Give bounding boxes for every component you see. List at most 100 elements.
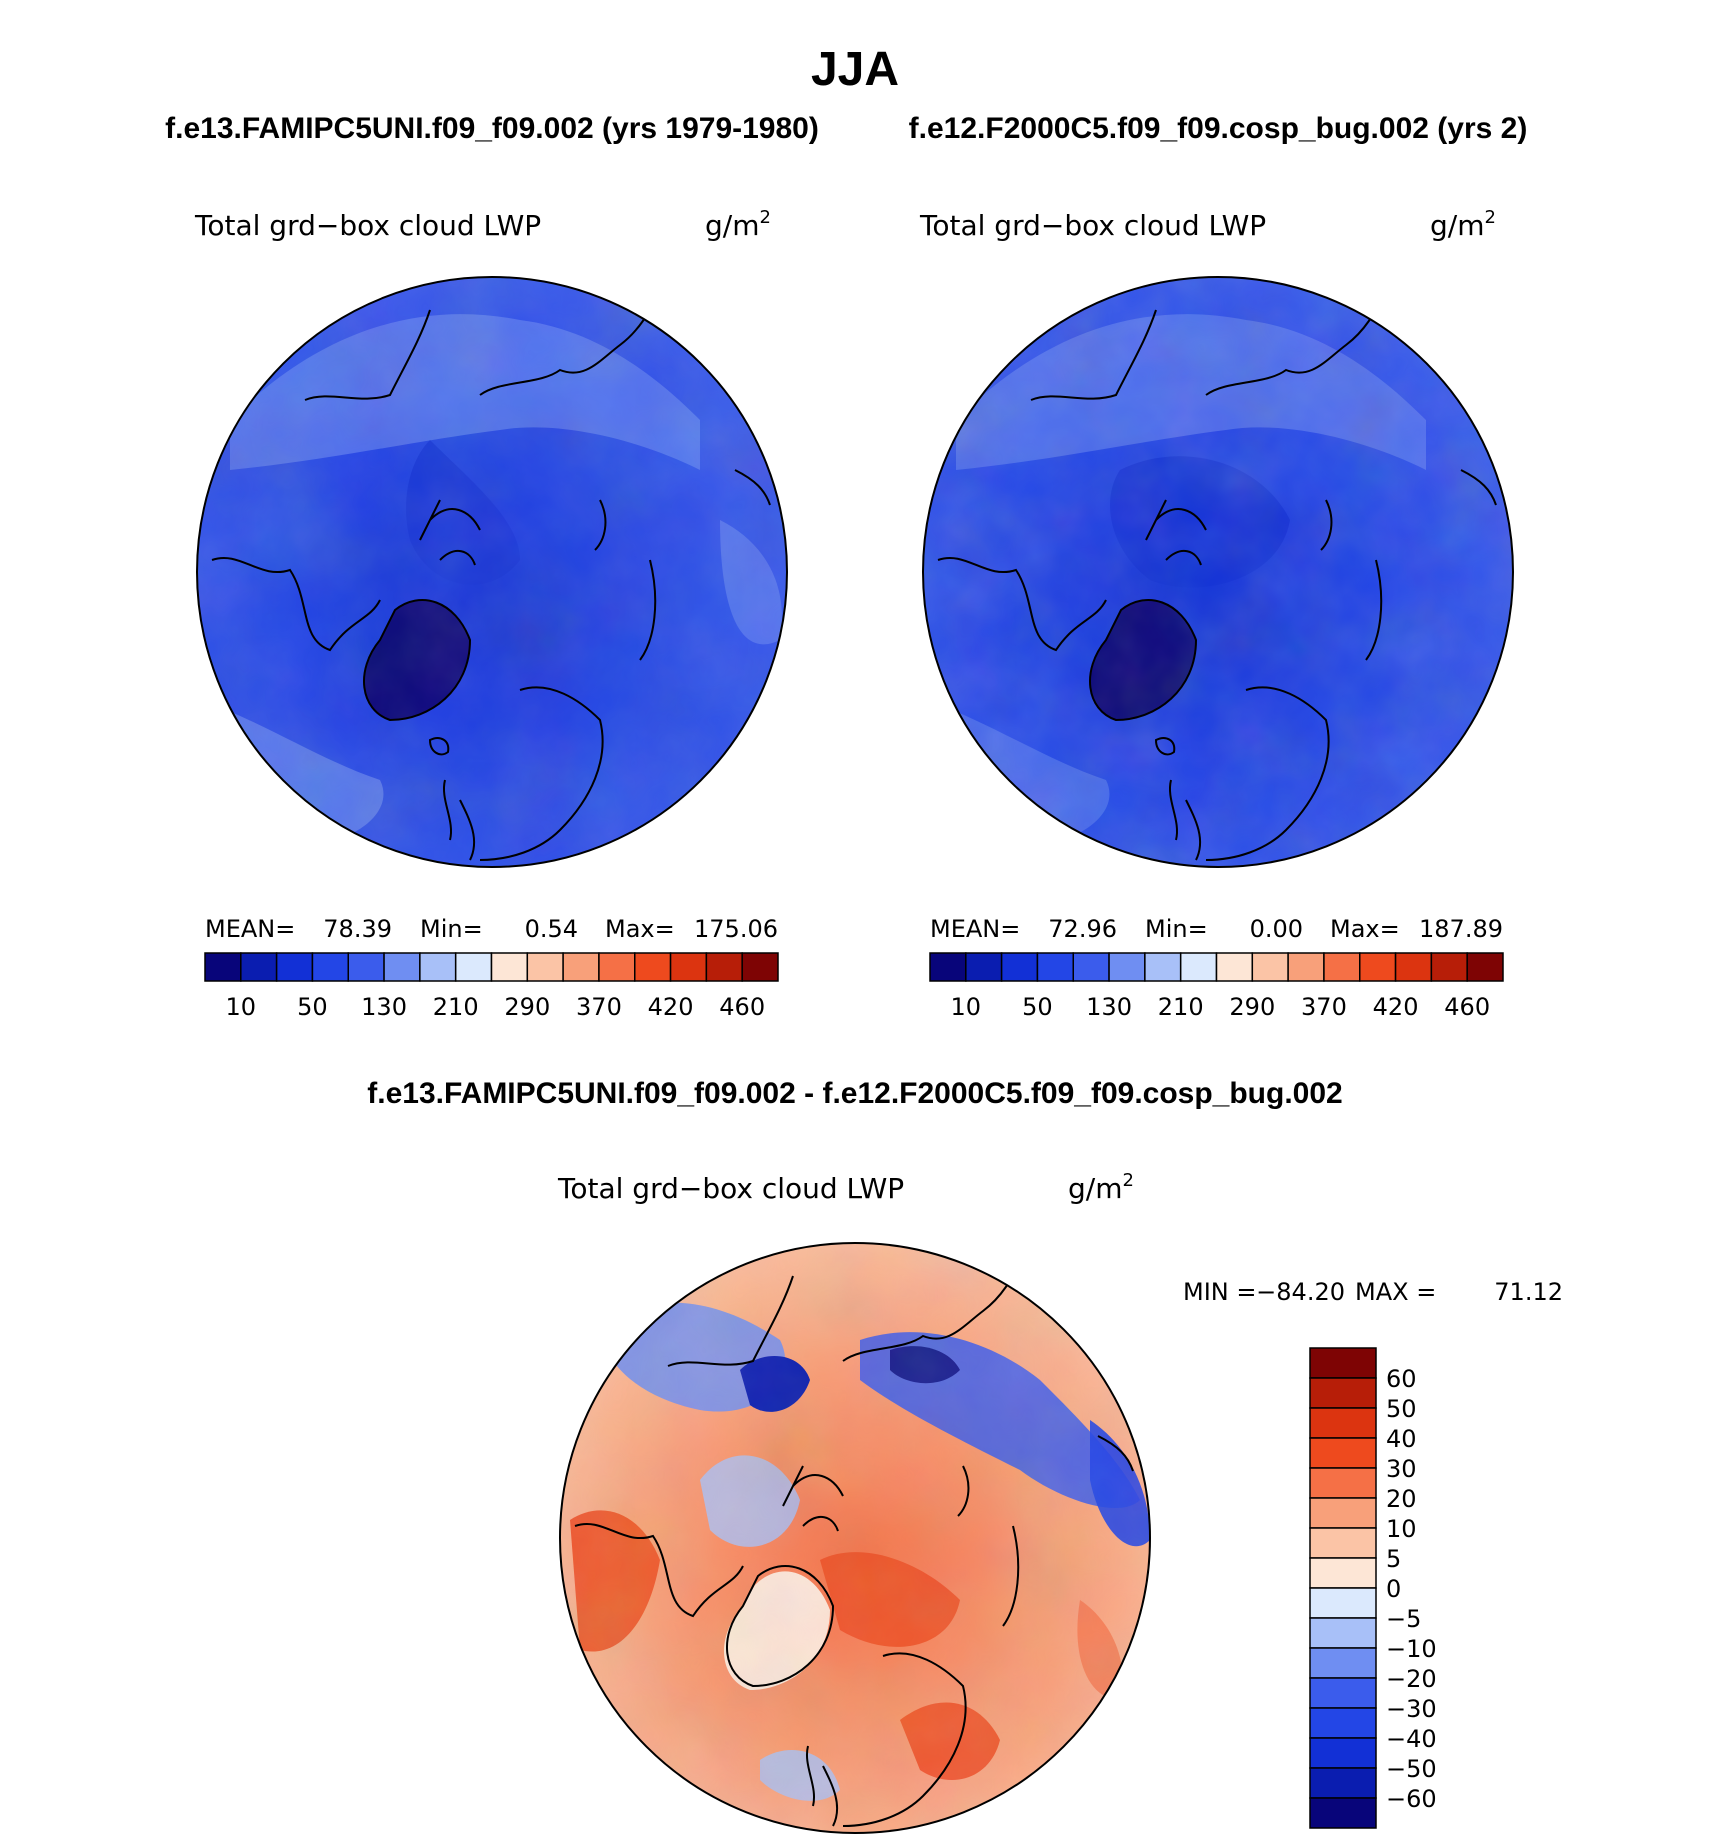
colorbar-box <box>1309 1527 1377 1559</box>
colorbar-tick-label: −60 <box>1386 1785 1437 1813</box>
stats-right-mean: 72.96 <box>1048 915 1117 943</box>
colorbar-box <box>204 952 242 982</box>
colorbar-box <box>240 952 278 982</box>
colorbar-box <box>1251 952 1289 982</box>
colorbar-left: 10 50 130 210 290 370 420 460 <box>204 952 779 1021</box>
panel-right-units: g/m2 <box>1430 207 1496 242</box>
stats-right-max: 187.89 <box>1419 915 1503 943</box>
colorbar-box <box>1309 1617 1377 1649</box>
panel-left-units: g/m2 <box>705 207 771 242</box>
colorbar-box <box>1323 952 1361 982</box>
colorbar-tick-label: 290 <box>504 993 550 1021</box>
stats-right-min: 0.00 <box>1250 915 1303 943</box>
colorbar-tick-label: 10 <box>1386 1515 1417 1543</box>
diff-min-label: MIN = <box>1183 1278 1256 1306</box>
colorbar-box <box>454 952 493 982</box>
colorbar-box <box>634 952 672 982</box>
colorbar-box <box>1394 952 1433 982</box>
colorbar-box <box>1309 1437 1377 1469</box>
colorbar-box <box>347 952 385 982</box>
stats-left-max: 175.06 <box>694 915 778 943</box>
colorbar-box <box>1108 952 1146 982</box>
colorbar-box <box>1309 1677 1377 1709</box>
colorbar-box <box>1179 952 1218 982</box>
colorbar-tick-label: −40 <box>1386 1725 1437 1753</box>
colorbar-tick-label: 210 <box>433 993 479 1021</box>
figure-title: JJA <box>811 43 899 96</box>
diff-min: −84.20 <box>1256 1278 1345 1306</box>
colorbar-box <box>598 952 636 982</box>
stats-left-mean: 78.39 <box>323 915 392 943</box>
colorbar-tick-label: −50 <box>1386 1755 1437 1783</box>
stats-right-min-label: Min= <box>1145 915 1208 943</box>
panel-right: Total grd−box cloud LWP g/m2 <box>919 207 1514 1021</box>
colorbar-tick-label: 50 <box>1022 993 1053 1021</box>
colorbar-tick-label: 40 <box>1386 1425 1417 1453</box>
colorbar-box <box>1430 952 1468 982</box>
colorbar-box <box>526 952 564 982</box>
stats-right: MEAN= 72.96 Min= 0.00 Max= 187.89 <box>930 915 1503 943</box>
colorbar-box <box>1072 952 1110 982</box>
colorbar-tick-label: 370 <box>576 993 622 1021</box>
diff-title: f.e13.FAMIPC5UNI.f09_f09.002 - f.e12.F20… <box>367 1077 1342 1110</box>
panel-left: Total grd−box cloud LWP g/m2 <box>194 207 788 1021</box>
colorbar-tick-label: 370 <box>1301 993 1347 1021</box>
colorbar-box <box>1144 952 1182 982</box>
map-left <box>197 277 787 867</box>
colorbar-box <box>1309 1347 1377 1379</box>
colorbar-tick-label: 50 <box>297 993 328 1021</box>
colorbar-box <box>1309 1587 1377 1619</box>
colorbar-box <box>965 952 1003 982</box>
stats-left-max-label: Max= <box>605 915 675 943</box>
colorbar-box <box>929 952 967 982</box>
colorbar-tick-label: 60 <box>1386 1365 1417 1393</box>
diff-range: MIN = −84.20 MAX = 71.12 <box>1183 1278 1563 1306</box>
colorbar-tick-label: 460 <box>1444 993 1490 1021</box>
stats-right-max-label: Max= <box>1330 915 1400 943</box>
colorbar-box <box>275 952 314 982</box>
colorbar-tick-label: 10 <box>226 993 257 1021</box>
stats-left-mean-label: MEAN= <box>205 915 295 943</box>
colorbar-tick-label: 20 <box>1386 1485 1417 1513</box>
colorbar-tick-label: 10 <box>951 993 982 1021</box>
map-diff-boundary <box>559 1242 1151 1834</box>
colorbar-box <box>1287 952 1325 982</box>
colorbar-tick-label: −30 <box>1386 1695 1437 1723</box>
colorbar-box <box>1309 1377 1377 1409</box>
colorbar-box <box>1309 1497 1377 1529</box>
map-left-boundary <box>196 276 788 868</box>
diff-max-label: MAX = <box>1355 1278 1436 1306</box>
colorbar-box <box>1309 1707 1377 1739</box>
panel-diff: Total grd−box cloud LWP g/m2 <box>557 1170 1563 1834</box>
colorbar-box <box>741 952 779 982</box>
panel-diff-variable: Total grd−box cloud LWP <box>557 1172 904 1205</box>
colorbar-tick-label: 420 <box>1373 993 1419 1021</box>
colorbar-box <box>562 952 600 982</box>
colorbar-tick-label: 210 <box>1158 993 1204 1021</box>
colorbar-box <box>1309 1647 1377 1679</box>
colorbar-tick-label: 30 <box>1386 1455 1417 1483</box>
colorbar-tick-label: 290 <box>1229 993 1275 1021</box>
colorbar-box <box>1309 1467 1377 1499</box>
colorbar-tick-label: 460 <box>719 993 765 1021</box>
panel-right-variable: Total grd−box cloud LWP <box>919 209 1266 242</box>
colorbar-tick-label: −5 <box>1386 1605 1421 1633</box>
panel-diff-units: g/m2 <box>1068 1170 1134 1205</box>
subtitle-left: f.e13.FAMIPC5UNI.f09_f09.002 (yrs 1979-1… <box>165 112 819 145</box>
colorbar-tick-label: 50 <box>1386 1395 1417 1423</box>
colorbar-tick-label: 0 <box>1386 1575 1401 1603</box>
stats-right-mean-label: MEAN= <box>930 915 1020 943</box>
colorbar-box <box>1359 952 1397 982</box>
colorbar-box <box>490 952 529 982</box>
map-right-boundary <box>922 276 1514 868</box>
colorbar-box <box>419 952 457 982</box>
colorbar-box <box>1309 1797 1377 1829</box>
colorbar-tick-label: −20 <box>1386 1665 1437 1693</box>
colorbar-tick-label: 420 <box>648 993 694 1021</box>
colorbar-tick-label: 5 <box>1386 1545 1401 1573</box>
colorbar-box <box>1309 1767 1377 1799</box>
colorbar-box <box>1309 1737 1377 1769</box>
colorbar-box <box>1000 952 1039 982</box>
